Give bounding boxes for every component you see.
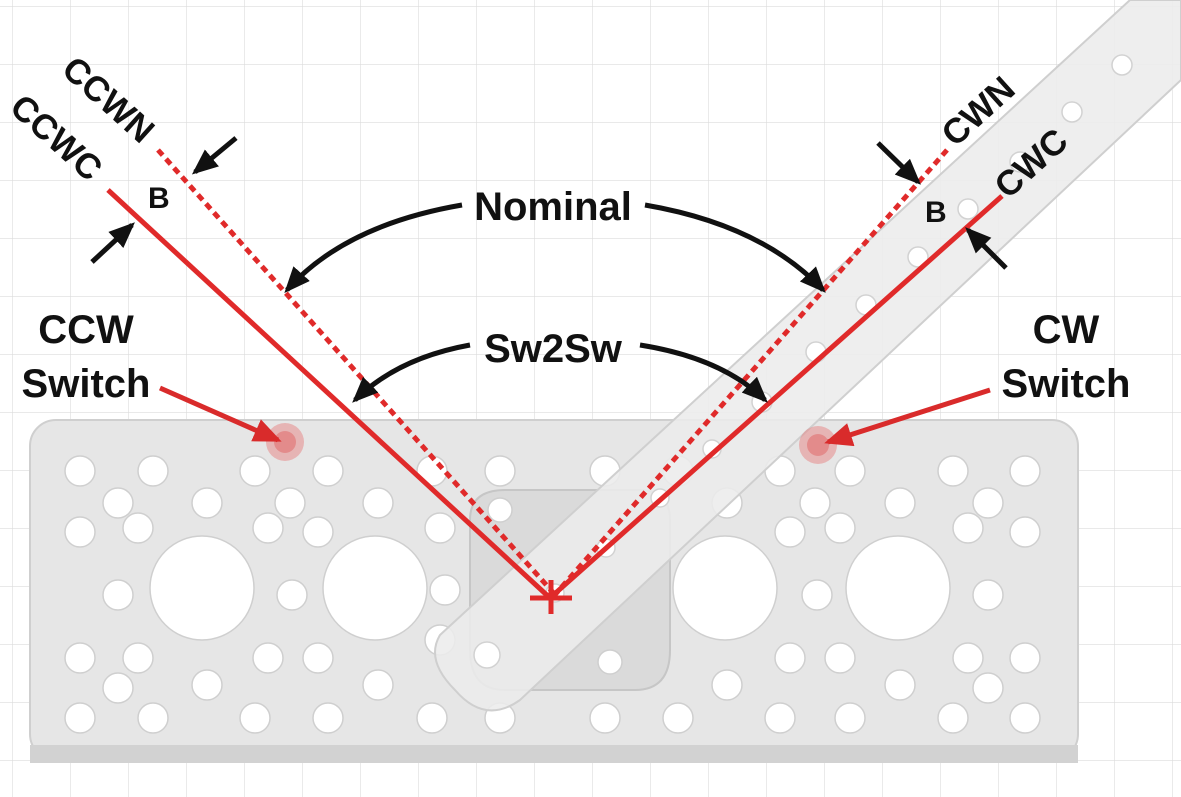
plate-holes <box>64 455 1041 734</box>
cw-contact-line <box>548 194 1004 600</box>
cw-backlash-label: B <box>925 196 947 229</box>
ccw-switch-marker <box>266 423 304 461</box>
nominal-left-arrow <box>284 202 463 293</box>
sw2sw-left-arrow <box>352 342 471 403</box>
sw2sw-right-arrow <box>639 342 768 403</box>
ccw-contact-line <box>106 188 552 600</box>
nominal-right-arrow <box>644 202 826 293</box>
ccw-backlash-arrow-upper <box>191 136 238 175</box>
cw-backlash-arrow-upper <box>876 141 921 185</box>
ccw-backlash-label: B <box>148 182 170 215</box>
cw-backlash-arrow-lower <box>965 227 1008 270</box>
cw-switch-arrow <box>824 387 991 447</box>
cw-switch-label-line1: CW <box>1033 308 1100 352</box>
ccw-switch-label-line1: CCW <box>38 308 134 352</box>
pivot-cross <box>530 580 572 614</box>
cw-nominal-line <box>550 148 949 600</box>
nominal-label: Nominal <box>474 185 632 229</box>
ccw-backlash-arrow-lower <box>90 222 135 264</box>
cw-switch-label-line2: Switch <box>1002 362 1131 406</box>
ccw-switch-arrow <box>158 385 282 443</box>
cw-switch-marker <box>799 426 837 464</box>
ccw-nominal-line <box>156 148 560 600</box>
sw2sw-label: Sw2Sw <box>484 327 623 371</box>
ccw-switch-label-line2: Switch <box>22 362 151 406</box>
